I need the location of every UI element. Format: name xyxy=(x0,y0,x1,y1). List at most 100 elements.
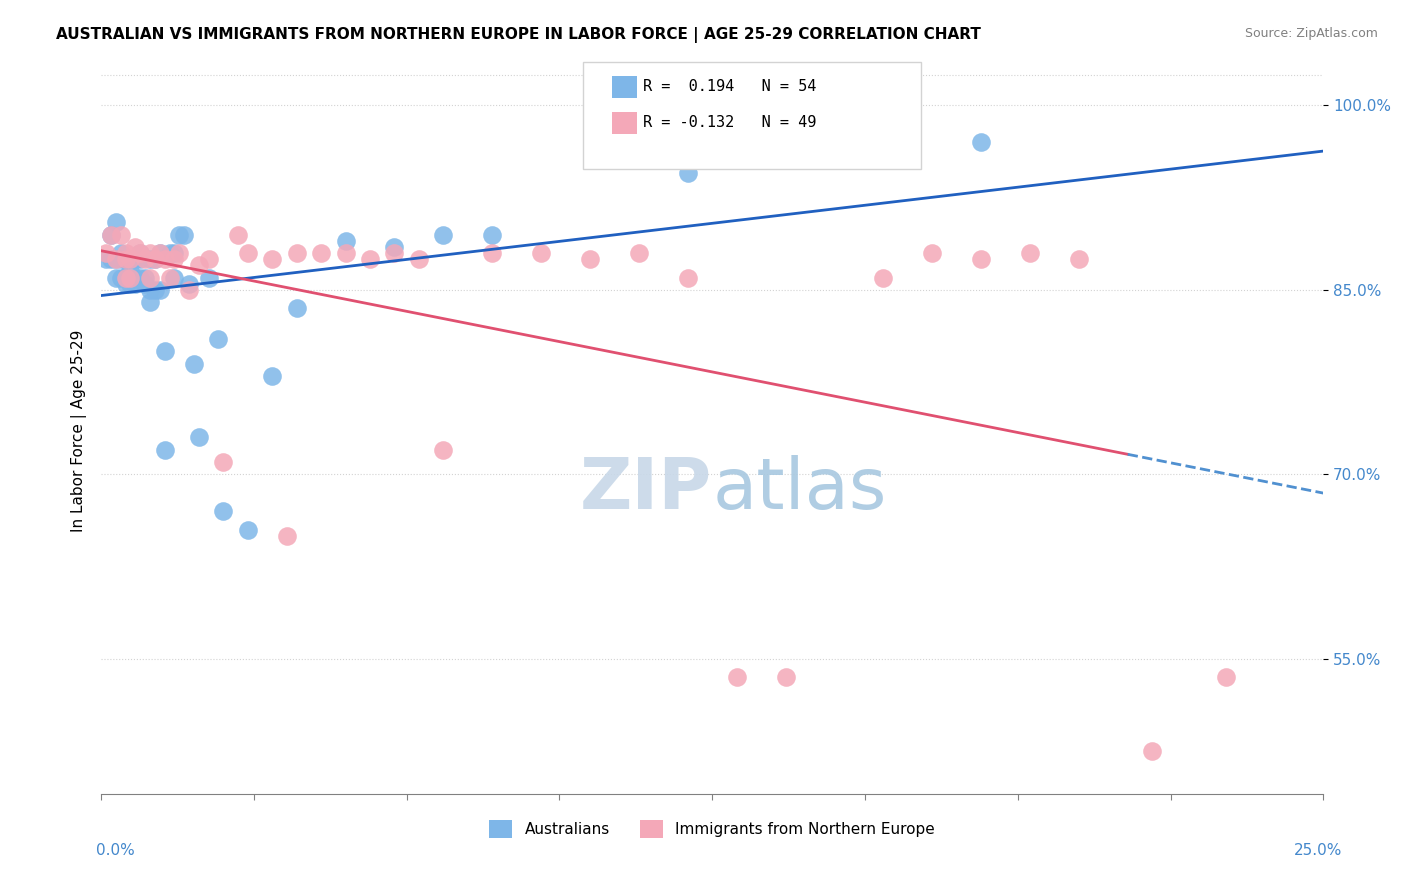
Point xyxy=(104,270,127,285)
Point xyxy=(1067,252,1090,266)
Point xyxy=(143,252,166,266)
Point xyxy=(173,227,195,242)
Point xyxy=(335,234,357,248)
Point xyxy=(129,270,152,285)
Point xyxy=(153,344,176,359)
Point xyxy=(120,264,142,278)
Point xyxy=(970,136,993,150)
Point xyxy=(163,246,186,260)
Point xyxy=(100,227,122,242)
Point xyxy=(110,270,132,285)
Point xyxy=(104,252,127,266)
Text: R =  0.194   N = 54: R = 0.194 N = 54 xyxy=(643,79,815,94)
Point xyxy=(236,523,259,537)
Point xyxy=(359,252,381,266)
Point xyxy=(124,240,146,254)
Point xyxy=(285,301,308,316)
Point xyxy=(276,529,298,543)
Point xyxy=(139,246,162,260)
Point xyxy=(579,252,602,266)
Point xyxy=(1019,246,1042,260)
Point xyxy=(104,252,127,266)
Point xyxy=(285,246,308,260)
Point xyxy=(120,277,142,291)
Point xyxy=(114,270,136,285)
Point xyxy=(114,252,136,266)
Point xyxy=(143,283,166,297)
Point xyxy=(124,252,146,266)
Point xyxy=(153,252,176,266)
Point xyxy=(159,270,181,285)
Point xyxy=(179,283,201,297)
Point xyxy=(197,252,219,266)
Point xyxy=(432,227,454,242)
Point xyxy=(183,357,205,371)
Point xyxy=(139,283,162,297)
Point xyxy=(872,270,894,285)
Point xyxy=(262,368,284,383)
Point xyxy=(481,227,503,242)
Point xyxy=(169,246,191,260)
Point xyxy=(114,277,136,291)
Point xyxy=(110,246,132,260)
Point xyxy=(114,270,136,285)
Point xyxy=(134,277,156,291)
Point xyxy=(120,252,142,266)
Point xyxy=(163,252,186,266)
Point xyxy=(262,252,284,266)
Text: R = -0.132   N = 49: R = -0.132 N = 49 xyxy=(643,115,815,129)
Point xyxy=(153,442,176,457)
Point xyxy=(725,670,748,684)
Point xyxy=(970,252,993,266)
Point xyxy=(676,166,699,180)
Point xyxy=(120,270,142,285)
Point xyxy=(110,252,132,266)
Point xyxy=(129,246,152,260)
Point xyxy=(207,332,229,346)
Point xyxy=(187,258,209,272)
Point xyxy=(187,430,209,444)
Point xyxy=(149,246,172,260)
Point xyxy=(100,227,122,242)
Point xyxy=(129,252,152,266)
Text: atlas: atlas xyxy=(713,455,887,524)
Point xyxy=(114,246,136,260)
Legend: Australians, Immigrants from Northern Europe: Australians, Immigrants from Northern Eu… xyxy=(484,814,941,845)
Point xyxy=(149,283,172,297)
Y-axis label: In Labor Force | Age 25-29: In Labor Force | Age 25-29 xyxy=(72,330,87,533)
Point xyxy=(94,252,117,266)
Point xyxy=(139,295,162,310)
Point xyxy=(384,246,406,260)
Point xyxy=(212,455,235,469)
Point xyxy=(921,246,943,260)
Point xyxy=(408,252,430,266)
Point xyxy=(163,270,186,285)
Text: Source: ZipAtlas.com: Source: ZipAtlas.com xyxy=(1244,27,1378,40)
Point xyxy=(124,270,146,285)
Point xyxy=(335,246,357,260)
Point xyxy=(212,504,235,518)
Point xyxy=(120,252,142,266)
Point xyxy=(100,252,122,266)
Point xyxy=(1215,670,1237,684)
Point xyxy=(143,252,166,266)
Point xyxy=(432,442,454,457)
Point xyxy=(1140,744,1163,758)
Point xyxy=(309,246,332,260)
Point xyxy=(384,240,406,254)
Point xyxy=(139,270,162,285)
Text: 0.0%: 0.0% xyxy=(96,843,135,858)
Point xyxy=(114,252,136,266)
Point xyxy=(530,246,553,260)
Text: AUSTRALIAN VS IMMIGRANTS FROM NORTHERN EUROPE IN LABOR FORCE | AGE 25-29 CORRELA: AUSTRALIAN VS IMMIGRANTS FROM NORTHERN E… xyxy=(56,27,981,43)
Point xyxy=(114,252,136,266)
Point xyxy=(775,670,797,684)
Point xyxy=(236,246,259,260)
Point xyxy=(124,252,146,266)
Point xyxy=(139,252,162,266)
Point xyxy=(226,227,249,242)
Point xyxy=(179,277,201,291)
Point xyxy=(159,246,181,260)
Point xyxy=(124,277,146,291)
Point xyxy=(134,252,156,266)
